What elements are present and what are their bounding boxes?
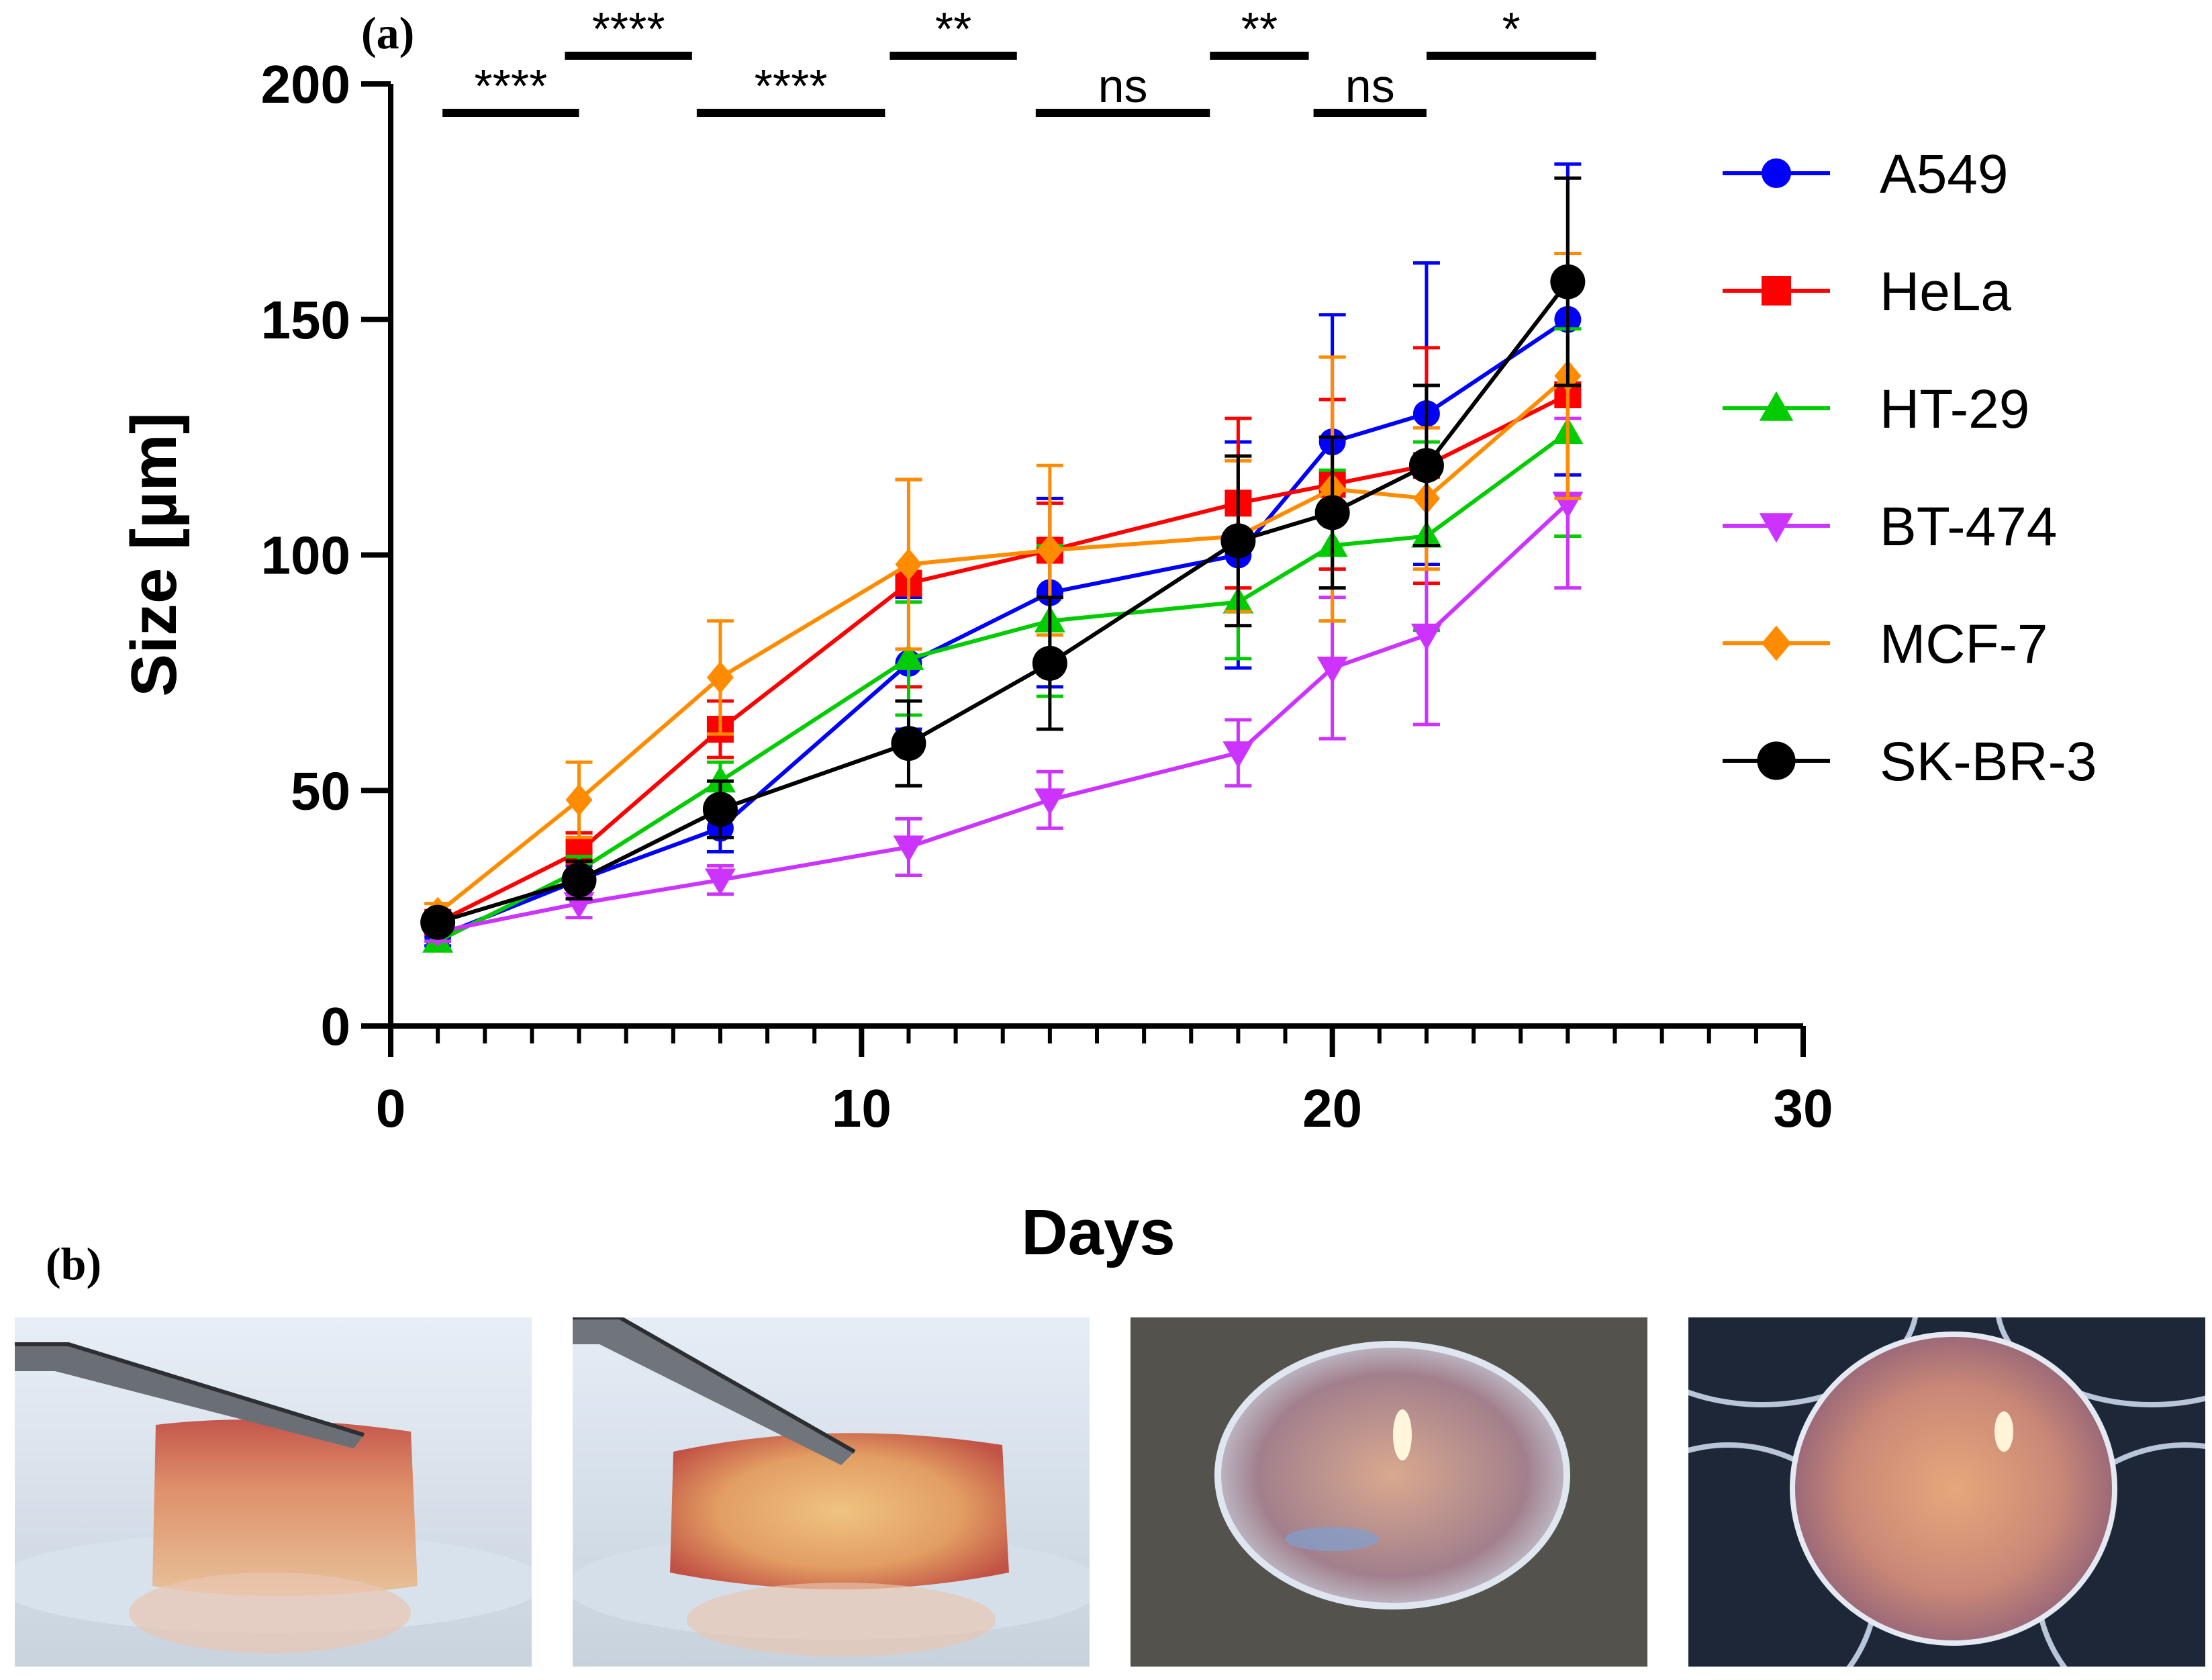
panel-label-b: (b) bbox=[46, 1238, 101, 1289]
data-point bbox=[893, 643, 924, 670]
legend-item-a549: A549 bbox=[1723, 144, 2009, 205]
legend-marker bbox=[1757, 741, 1796, 780]
data-point bbox=[1222, 741, 1254, 769]
significance-bars: **************ns**ns* bbox=[442, 3, 1596, 117]
significance-label: **** bbox=[592, 3, 665, 55]
y-tick-label: 200 bbox=[261, 54, 350, 114]
data-point bbox=[704, 765, 736, 793]
legend-marker bbox=[1759, 391, 1794, 421]
data-point bbox=[1036, 534, 1063, 567]
data-point bbox=[1410, 623, 1442, 651]
series-bt-474 bbox=[422, 416, 1584, 947]
chart-axes bbox=[388, 84, 1803, 1029]
data-point bbox=[1314, 495, 1350, 530]
x-axis-title: Days bbox=[1021, 1197, 1175, 1268]
legend-marker bbox=[1762, 276, 1791, 306]
spheroid-photo-side-view-1 bbox=[15, 1317, 532, 1667]
data-point bbox=[1032, 645, 1067, 681]
series-line bbox=[437, 318, 1569, 939]
legend-item-bt-474: BT-474 bbox=[1723, 496, 2057, 557]
x-tick-label: 0 bbox=[376, 1078, 406, 1138]
legend-label: A549 bbox=[1880, 144, 2009, 205]
data-point bbox=[895, 548, 922, 581]
legend-item-hela: HeLa bbox=[1723, 261, 2011, 322]
data-point bbox=[891, 726, 926, 761]
spheroid-photo-top-view-1 bbox=[1131, 1317, 1647, 1667]
x-tick-label: 10 bbox=[832, 1078, 892, 1138]
significance-label: ** bbox=[1241, 3, 1278, 55]
legend-marker bbox=[1762, 158, 1791, 188]
significance-label: **** bbox=[474, 60, 547, 112]
photo-3-image bbox=[1131, 1317, 1647, 1667]
data-point bbox=[1034, 788, 1065, 816]
legend: A549 HeLa HT-29 BT-474 MCF-7 SK-BR-3 bbox=[1723, 144, 2097, 792]
data-point bbox=[706, 661, 734, 694]
series-sk-br-3 bbox=[420, 176, 1586, 940]
data-point bbox=[893, 835, 924, 863]
data-point bbox=[565, 784, 593, 816]
y-axis-title: Size [µm] bbox=[118, 412, 190, 696]
photo-4-image bbox=[1688, 1317, 2205, 1667]
legend-item-mcf-7: MCF-7 bbox=[1723, 614, 2048, 675]
significance-label: **** bbox=[755, 60, 828, 112]
data-point bbox=[1408, 448, 1444, 483]
panel-label-a: (a) bbox=[361, 7, 414, 58]
x-tick-label: 30 bbox=[1774, 1078, 1833, 1138]
data-point bbox=[702, 792, 738, 827]
legend-item-ht-29: HT-29 bbox=[1723, 379, 2029, 440]
legend-item-sk-br-3: SK-BR-3 bbox=[1723, 731, 2097, 792]
y-tick-label: 100 bbox=[261, 526, 350, 586]
photo-1-image bbox=[15, 1317, 532, 1667]
photo-2-image bbox=[573, 1317, 1090, 1667]
data-series bbox=[420, 162, 1586, 953]
axis-ticks: 0 50 100 150 200 0 10 20 30 bbox=[261, 54, 1833, 1138]
spheroid-photo-side-view-2 bbox=[573, 1317, 1090, 1667]
legend-label: BT-474 bbox=[1880, 496, 2057, 557]
data-point bbox=[420, 904, 456, 940]
legend-label: SK-BR-3 bbox=[1880, 731, 2097, 792]
significance-label: ns bbox=[1345, 60, 1395, 112]
series-mcf-7 bbox=[424, 252, 1582, 929]
significance-label: ** bbox=[935, 3, 971, 55]
data-point bbox=[561, 862, 597, 898]
significance-label: * bbox=[1502, 3, 1521, 55]
y-tick-label: 50 bbox=[291, 761, 350, 821]
series-line bbox=[436, 393, 1569, 925]
y-tick-label: 0 bbox=[321, 996, 351, 1056]
legend-marker bbox=[1759, 513, 1794, 543]
legend-label: MCF-7 bbox=[1880, 614, 2048, 675]
data-point bbox=[1550, 264, 1586, 299]
legend-marker bbox=[1762, 625, 1791, 661]
data-point bbox=[1220, 523, 1256, 559]
series-hela bbox=[424, 252, 1582, 936]
data-point bbox=[704, 868, 736, 896]
legend-label: HT-29 bbox=[1880, 379, 2029, 440]
x-tick-label: 20 bbox=[1302, 1078, 1362, 1138]
legend-label: HeLa bbox=[1880, 261, 2011, 322]
y-tick-label: 150 bbox=[261, 290, 350, 350]
significance-label: ns bbox=[1098, 60, 1148, 112]
spheroid-photo-in-well bbox=[1688, 1317, 2205, 1667]
data-point bbox=[1316, 656, 1348, 684]
